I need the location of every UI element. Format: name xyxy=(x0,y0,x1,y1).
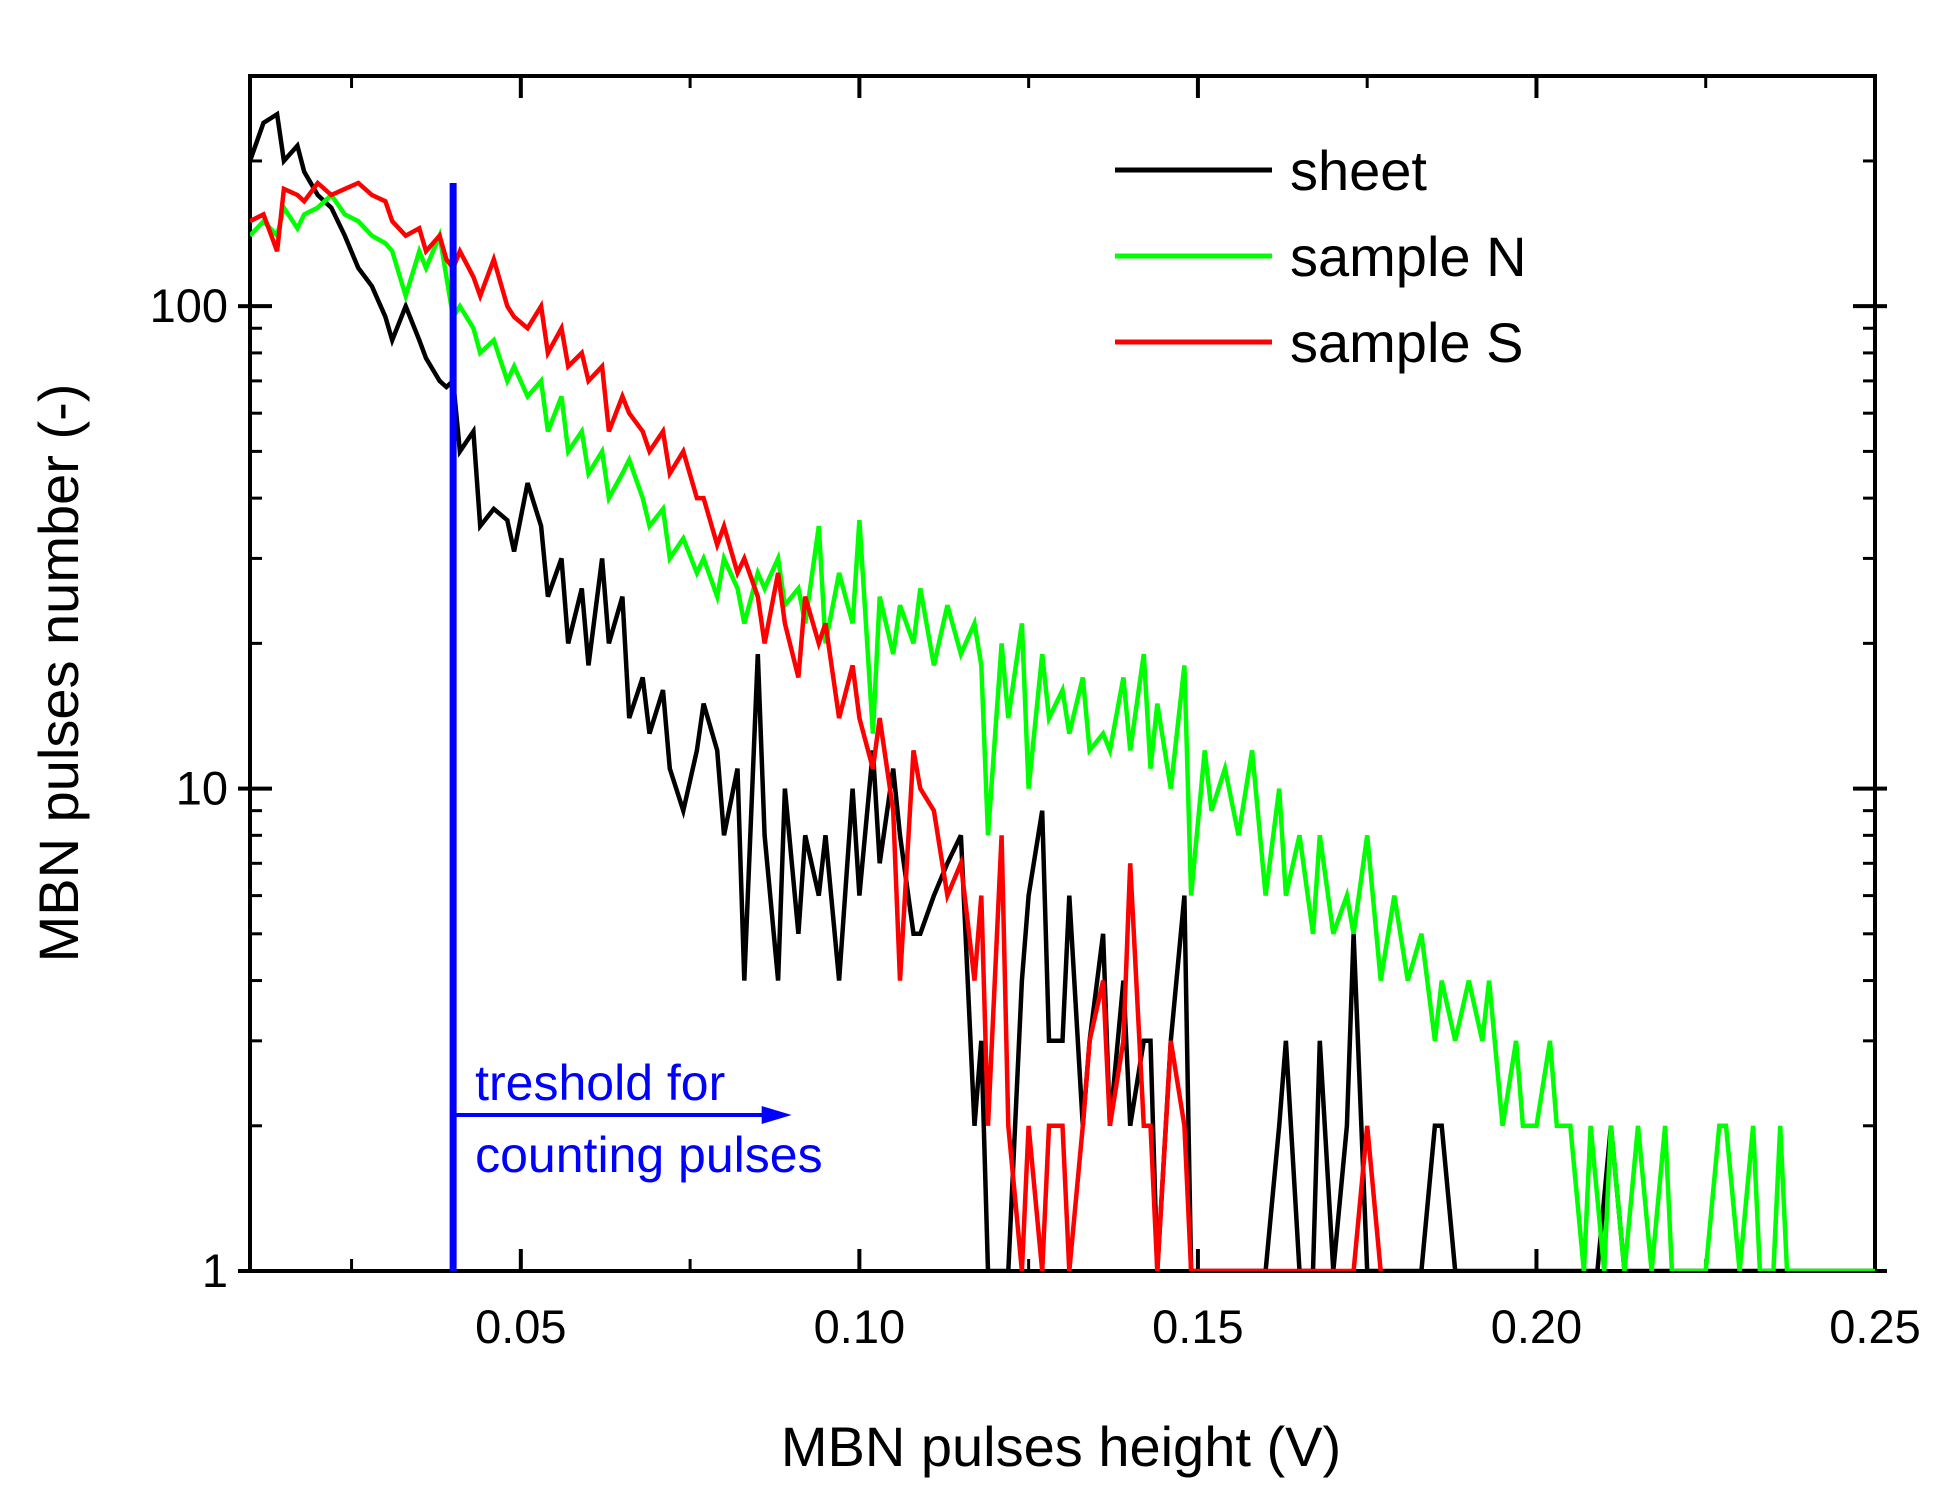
x-axis: 0.05 0.10 0.15 0.20 0.25 xyxy=(350,76,1921,1353)
x-tick-label: 0.20 xyxy=(1491,1300,1582,1353)
legend: sheet sample N sample S xyxy=(1115,139,1527,374)
threshold-annotation: treshold for counting pulses xyxy=(449,183,823,1271)
legend-label: sample S xyxy=(1290,311,1523,374)
threshold-arrow-head xyxy=(761,1106,792,1124)
x-axis-title: MBN pulses height (V) xyxy=(781,1415,1341,1478)
legend-label: sample N xyxy=(1290,225,1527,288)
x-tick-label: 0.25 xyxy=(1829,1300,1920,1353)
y-tick-label: 10 xyxy=(176,762,228,815)
threshold-label-line2: counting pulses xyxy=(475,1127,822,1183)
series-line-sample-n xyxy=(250,191,1875,1271)
y-axis: 1 10 100 xyxy=(150,74,1887,1297)
series-line-sheet xyxy=(250,110,1875,1271)
y-tick-label: 1 xyxy=(202,1244,228,1297)
x-tick-label: 0.15 xyxy=(1152,1300,1243,1353)
plot-frame xyxy=(248,74,1877,1273)
threshold-label-line1: treshold for xyxy=(475,1055,725,1111)
legend-label: sheet xyxy=(1290,139,1427,202)
x-tick-label: 0.05 xyxy=(475,1300,566,1353)
y-tick-label: 100 xyxy=(150,279,228,332)
x-tick-label: 0.10 xyxy=(814,1300,905,1353)
y-axis-title: MBN pulses number (-) xyxy=(27,384,90,963)
